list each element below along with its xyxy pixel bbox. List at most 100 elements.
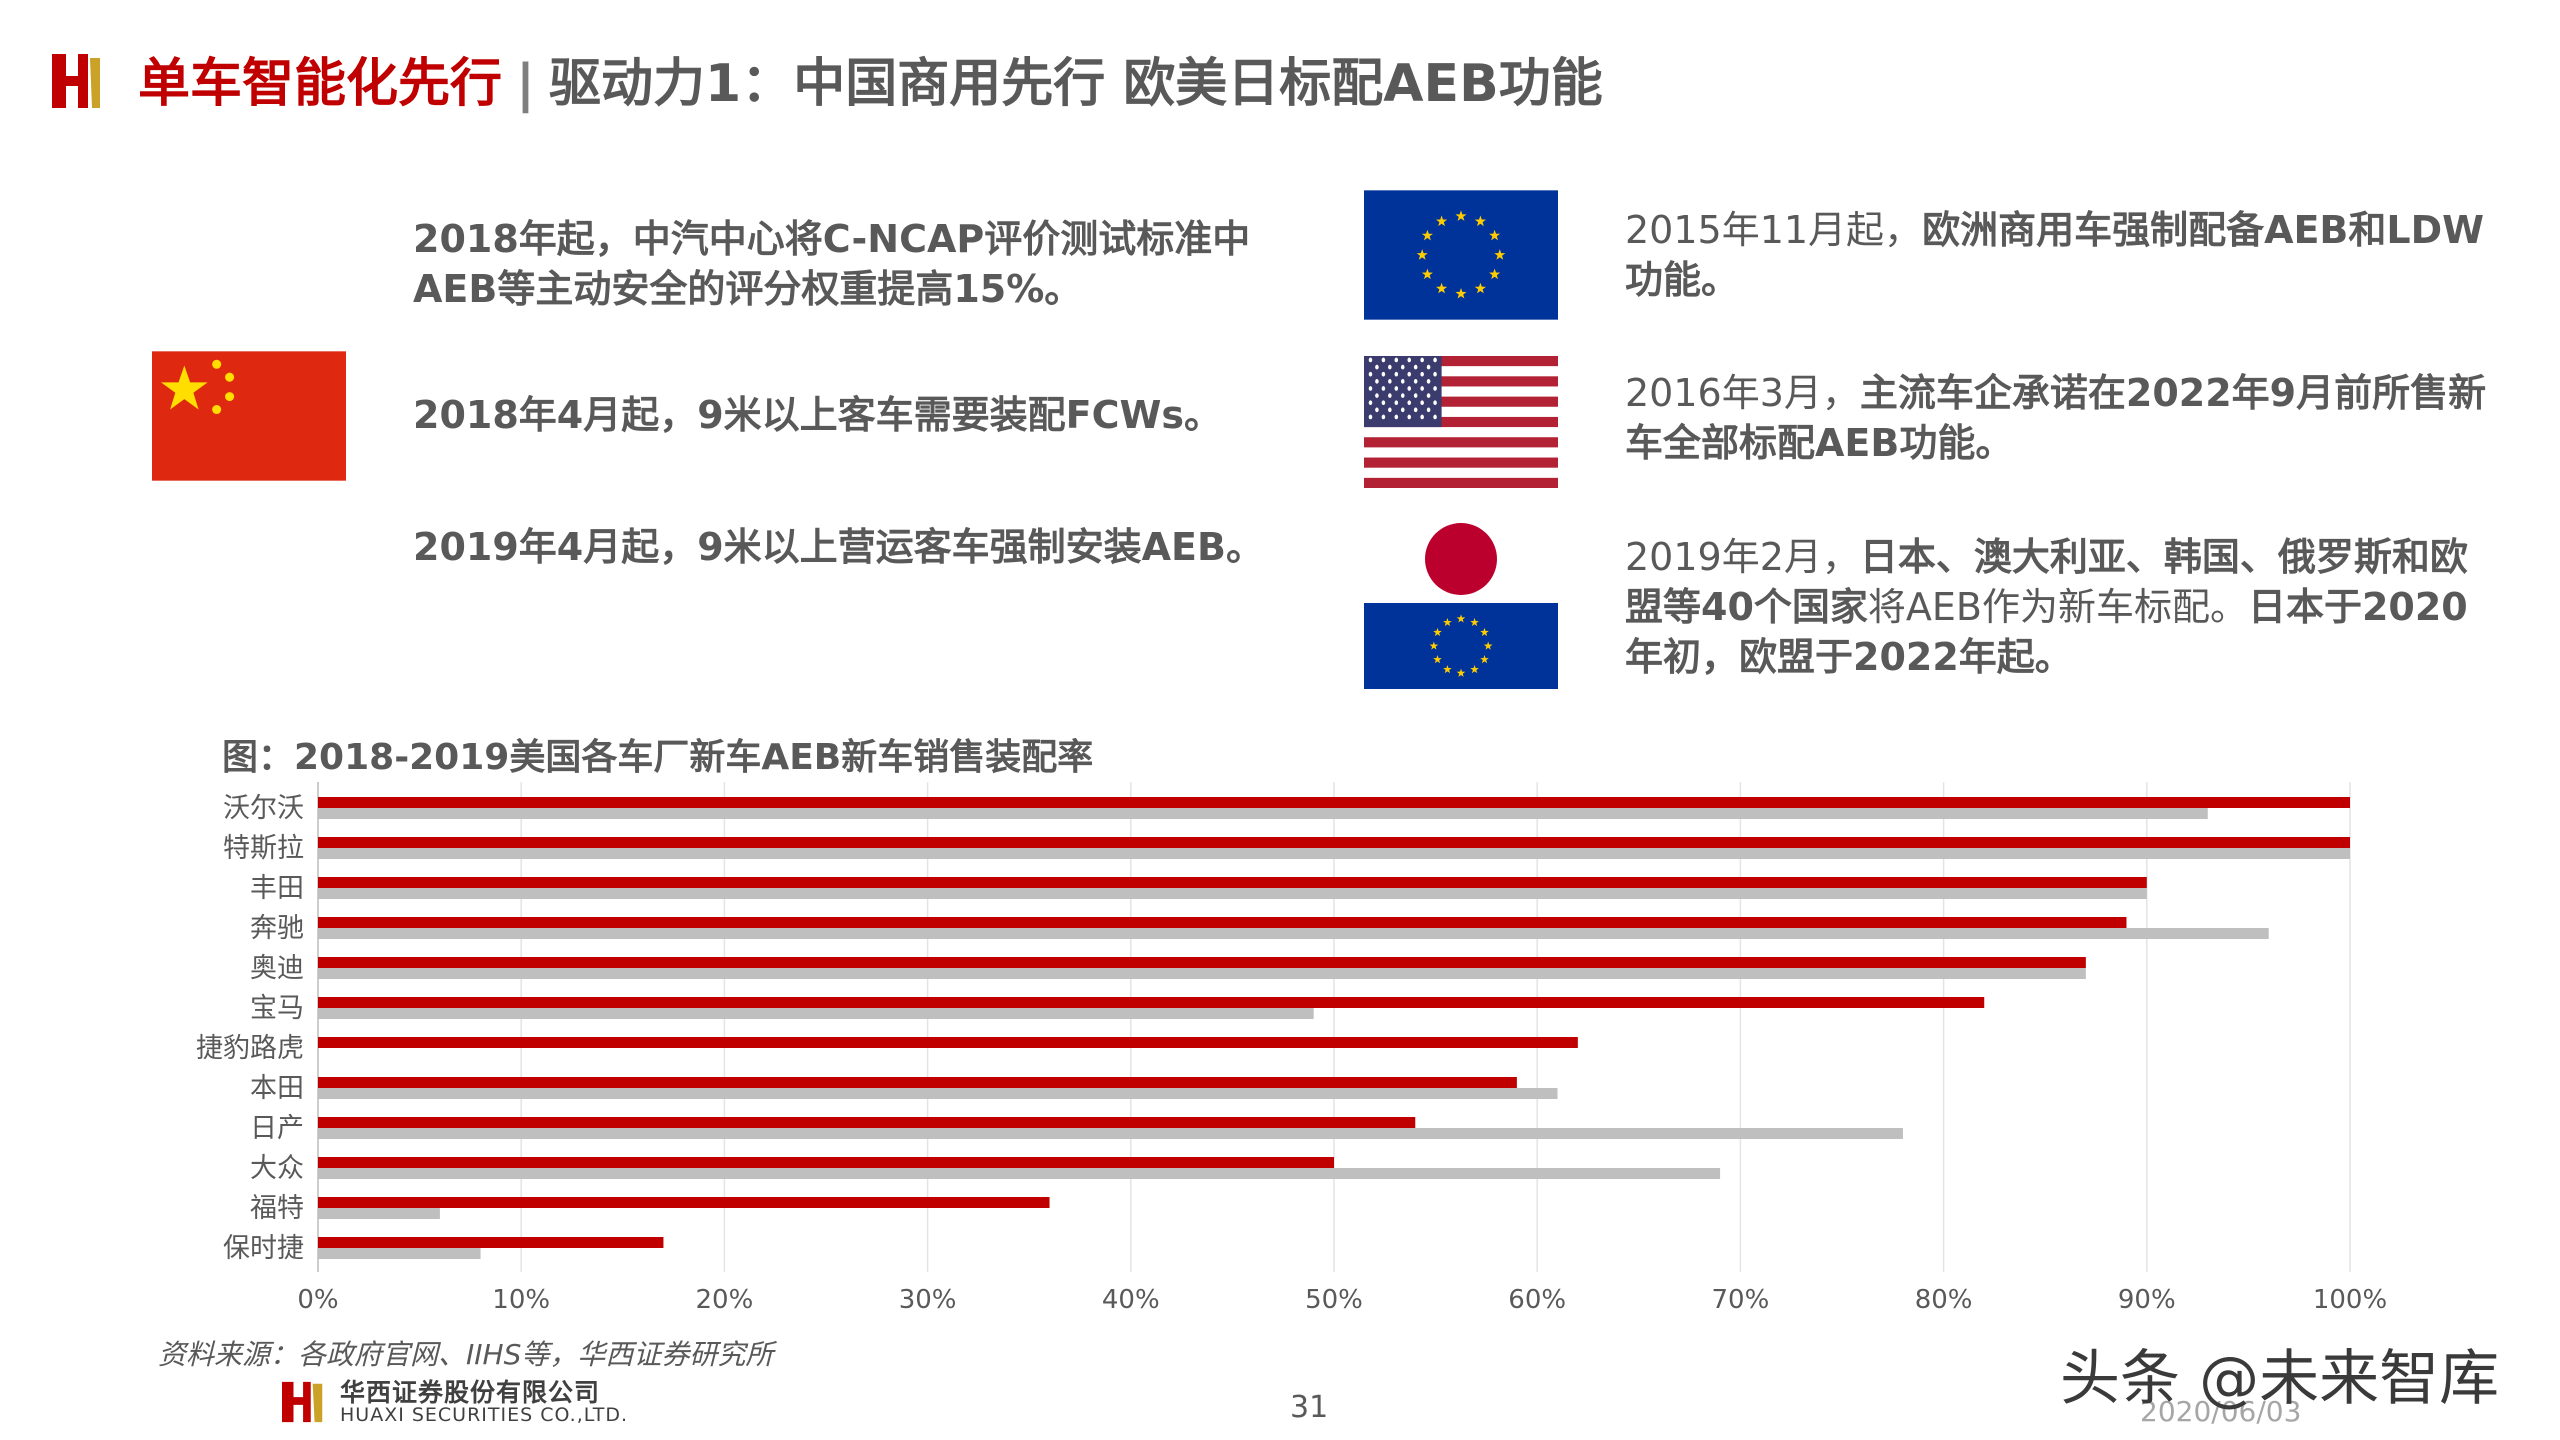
world-policy-1: 2015年11月起，欧洲商用车强制配备AEB和LDW功能。 — [1625, 205, 2505, 305]
page-title: 单车智能化先行 | 驱动力1：中国商用先行 欧美日标配AEB功能 — [138, 44, 1603, 124]
x-tick-label: 60% — [1508, 1285, 1566, 1315]
x-tick-label: 90% — [2118, 1285, 2176, 1315]
category-label: 福特 — [250, 1193, 304, 1224]
bar-2019 — [318, 837, 2350, 848]
bar-2018 — [318, 928, 2269, 939]
bar-2019 — [318, 997, 1985, 1008]
policy-content: 欧洲商用车强制配备AEB和LDW功能。 — [1625, 208, 2485, 302]
china-policy-2: 2018年4月起，9米以上客车需要装配FCWs。 — [413, 393, 1223, 437]
category-label: 捷豹路虎 — [196, 1033, 304, 1064]
source-note: 资料来源：各政府官网、IIHS等，华西证券研究所 — [158, 1338, 774, 1371]
eu-star-icon — [1470, 617, 1479, 627]
chart-title: 图：2018-2019美国各车厂新车AEB新车销售装配率 — [222, 737, 1094, 778]
x-tick-label: 0% — [297, 1285, 338, 1315]
bar-2019 — [318, 1157, 1334, 1168]
japan-flag-icon — [1425, 523, 1497, 595]
category-label: 丰田 — [250, 873, 304, 904]
china-policy-3: 2019年4月起，9米以上营运客车强制安装AEB。 — [413, 525, 1264, 569]
eu-star-icon — [1443, 665, 1452, 674]
eu-star-icon — [1456, 668, 1466, 677]
category-label: 特斯拉 — [223, 833, 304, 864]
policy-date: 2019年2月， — [1625, 535, 1860, 579]
bar-2019 — [318, 877, 2147, 888]
category-label: 保时捷 — [223, 1233, 304, 1264]
policy-content: 主流车企承诺在2022年9月前所售新车全部标配AEB功能。 — [1625, 371, 2487, 465]
bar-2019 — [318, 1117, 1416, 1128]
bar-2019 — [318, 957, 2086, 968]
us-flag-icon — [1364, 356, 1558, 488]
title-separator: | — [516, 54, 536, 114]
page-number: 31 — [1290, 1390, 1329, 1425]
eu-star-icon — [1433, 655, 1442, 664]
bar-2019 — [318, 1237, 664, 1248]
china-flag-icon — [152, 351, 346, 481]
eu-star-icon — [1433, 627, 1442, 637]
bar-2018 — [318, 1208, 440, 1219]
huaxi-logo — [48, 50, 104, 112]
eu-star-icon — [1436, 215, 1448, 227]
china-policy-1: 2018年起，中汽中心将C-NCAP评价测试标准中AEB等主动安全的评分权重提高… — [413, 217, 1251, 311]
company-name-en: HUAXI SECURITIES CO.,LTD. — [340, 1404, 628, 1426]
eu-star-icon — [1470, 665, 1479, 674]
report-date: 2020/06/03 — [2140, 1395, 2302, 1428]
policy-content-normal: 将AEB作为新车标配。 — [1867, 585, 2248, 629]
eu-star-icon — [1489, 229, 1501, 241]
eu-star-icon — [1483, 641, 1493, 650]
bar-2018 — [318, 968, 2086, 979]
eu-star-icon — [1429, 641, 1439, 650]
eu-star-icon — [1456, 614, 1466, 623]
bar-2018 — [318, 848, 2350, 859]
bar-2019 — [318, 1077, 1517, 1088]
policy-date: 2015年11月起， — [1625, 208, 1923, 252]
eu-star-icon — [1416, 249, 1428, 260]
x-tick-label: 100% — [2313, 1285, 2387, 1315]
x-tick-label: 70% — [1712, 1285, 1770, 1315]
eu-star-icon — [1494, 249, 1506, 260]
category-label: 沃尔沃 — [223, 793, 304, 824]
eu-star-icon — [1480, 655, 1489, 664]
x-tick-label: 20% — [696, 1285, 754, 1315]
category-label: 奔驰 — [250, 913, 304, 944]
eu-star-icon — [1474, 282, 1486, 294]
eu-star-icon — [1489, 268, 1501, 280]
eu-star-icon — [1421, 229, 1433, 241]
title-subject: 驱动力1：中国商用先行 欧美日标配AEB功能 — [549, 54, 1603, 114]
eu-star-icon — [1474, 215, 1486, 227]
category-label: 日产 — [250, 1113, 304, 1144]
eu-star-icon — [1455, 210, 1467, 221]
category-label: 本田 — [250, 1073, 304, 1104]
bar-2019 — [318, 797, 2350, 808]
bar-2018 — [318, 1008, 1314, 1019]
bar-2018 — [318, 1088, 1558, 1099]
bar-2019 — [318, 1037, 1578, 1048]
watermark: 头条 @未来智库 — [2060, 1344, 2500, 1414]
eu-star-icon — [1443, 617, 1452, 627]
world-policy-2: 2016年3月，主流车企承诺在2022年9月前所售新车全部标配AEB功能。 — [1625, 368, 2505, 468]
eu-star-icon — [1455, 287, 1467, 299]
chart-canvas: 0% 10% 20% 30% 40% 50% 60% 70% 80% 90% 100% 沃尔沃特斯拉丰… — [196, 782, 2387, 1315]
policy-content-timeline: 日本于2020年初，欧盟于2022年起。 — [1625, 585, 2468, 679]
bar-2018 — [318, 1248, 481, 1259]
x-tick-label: 50% — [1305, 1285, 1363, 1315]
x-tick-label: 80% — [1915, 1285, 1973, 1315]
bar-2018 — [318, 808, 2208, 819]
company-name-cn: 华西证券股份有限公司 — [340, 1378, 601, 1407]
bar-2018 — [318, 1168, 1721, 1179]
category-label: 奥迪 — [250, 953, 304, 984]
huaxi-logo — [282, 1381, 323, 1423]
bar-2019 — [318, 1197, 1050, 1208]
x-tick-label: 40% — [1102, 1285, 1160, 1315]
policy-content: 日本、澳大利亚、韩国、俄罗斯和欧盟等40个国家 — [1625, 535, 2468, 629]
category-label: 宝马 — [250, 993, 304, 1024]
category-label: 大众 — [250, 1153, 304, 1184]
eu-star-icon — [1436, 282, 1448, 294]
bar-2019 — [318, 917, 2127, 928]
title-highlight: 单车智能化先行 — [138, 54, 503, 114]
bar-2018 — [318, 1128, 1903, 1139]
bar-2018 — [318, 888, 2147, 899]
policy-date: 2016年3月， — [1625, 371, 1860, 415]
eu-star-icon — [1480, 627, 1489, 637]
eu-flag-icon — [1364, 190, 1558, 320]
world-policy-3: 2019年2月，日本、澳大利亚、韩国、俄罗斯和欧盟等40个国家将AEB作为新车标… — [1625, 532, 2505, 682]
eu-star-icon — [1421, 268, 1433, 280]
